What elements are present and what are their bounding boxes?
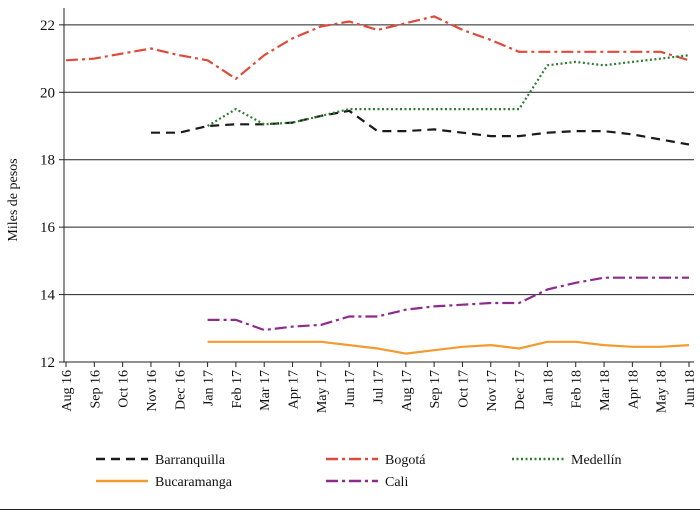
y-tick-label: 14: [40, 288, 56, 304]
x-tick-label: Apr 18: [626, 370, 641, 409]
x-tick-label: Oct 17: [456, 370, 471, 408]
gridlines: [64, 24, 694, 296]
series-line-bucaramanga: [207, 340, 690, 355]
x-tick-label: Oct 16: [117, 370, 132, 408]
y-axis-ticks: 12 14 16 18 20 22: [40, 18, 64, 371]
legend-label: Cali: [385, 475, 408, 490]
y-tick-label: 12: [40, 355, 55, 371]
x-tick-label: Dec 17: [513, 370, 528, 410]
axes: [63, 8, 694, 363]
x-tick-label: May 18: [655, 370, 670, 413]
x-tick-label: Jun 18: [683, 370, 698, 407]
legend-label: Bogotá: [385, 453, 426, 468]
y-tick-label: 20: [40, 85, 55, 101]
y-tick-label: 16: [40, 220, 56, 236]
y-tick-label: 18: [40, 153, 55, 169]
x-tick-label: Jul 17: [372, 370, 387, 404]
x-tick-label: Feb 17: [230, 370, 245, 409]
x-tick-label: Nov 16: [145, 370, 160, 412]
x-tick-label: Sep 16: [88, 370, 103, 409]
x-tick-label: Mar 17: [258, 370, 273, 411]
x-tick-label: May 17: [315, 370, 330, 413]
x-tick-label: Apr 17: [287, 370, 302, 409]
legend-label: Barranquilla: [155, 453, 226, 468]
x-tick-label: Aug 17: [400, 370, 415, 412]
series-line-medelln: [207, 54, 690, 127]
y-axis-label: Miles de pesos: [6, 158, 21, 241]
x-tick-label: Jan 17: [202, 370, 217, 406]
x-tick-label: Nov 17: [485, 370, 500, 412]
x-tick-label: Sep 17: [428, 370, 443, 409]
x-tick-label: Aug 16: [60, 370, 75, 412]
series-line-barranquilla: [151, 109, 690, 146]
x-tick-label: Jan 18: [541, 370, 556, 406]
series-line-cali: [207, 276, 689, 332]
x-tick-label: Dec 16: [173, 370, 188, 410]
x-tick-label: Jun 17: [343, 370, 358, 407]
series-line-bogot: [65, 15, 690, 80]
legend-label: Bucaramanga: [155, 475, 233, 490]
x-tick-label: Feb 18: [570, 370, 585, 409]
series-lines: [65, 15, 690, 355]
x-tick-label: Mar 18: [598, 370, 613, 411]
bottom-rule: [0, 509, 700, 510]
x-axis-ticks: Aug 16 Sep 16 Oct 16 Nov 16 Dec 16 Jan 17 Feb …: [60, 362, 698, 413]
y-tick-label: 22: [40, 18, 55, 34]
legend-label: Medellín: [571, 453, 622, 468]
legend: Barranquilla Bogotá Medellín Bucaramanga Cal…: [96, 453, 622, 490]
